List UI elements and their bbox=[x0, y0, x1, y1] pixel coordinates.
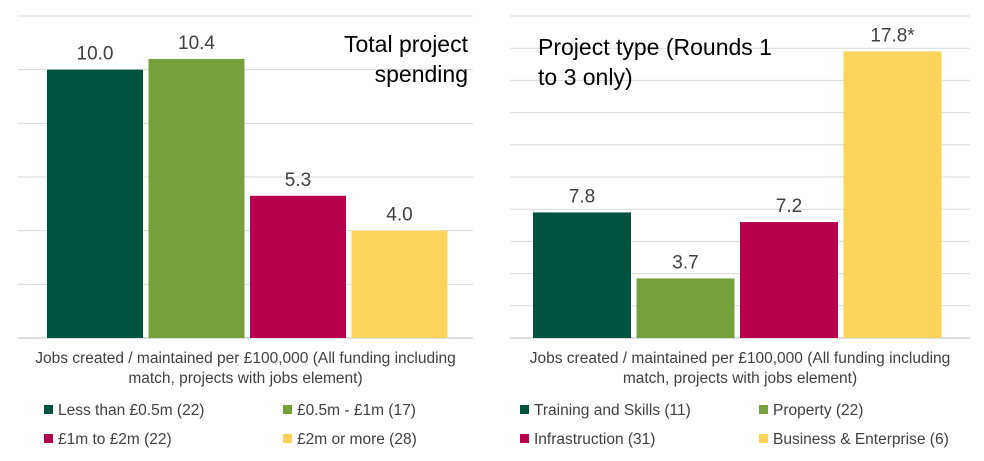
legend-swatch bbox=[44, 405, 53, 414]
bar bbox=[740, 222, 838, 338]
chart-panel-1: 10.0 10.4 5.3 4.0 Total project spending Jobs … bbox=[18, 15, 473, 448]
bar bbox=[148, 58, 245, 338]
legend-swatch bbox=[44, 434, 53, 443]
legend-entry: £0.5m - £1m (17) bbox=[297, 402, 416, 419]
chart-title: spending bbox=[375, 61, 468, 87]
chart-panel-2: 7.8 3.7 7.2 17.8* Project type (Rounds 1 to 3… bbox=[510, 15, 970, 448]
x-axis-label: match, projects with jobs element) bbox=[623, 370, 857, 387]
x-axis-label: Jobs created / maintained per £100,000 (… bbox=[530, 350, 951, 367]
bar bbox=[533, 212, 631, 338]
bar bbox=[636, 278, 735, 338]
legend-entry: Property (22) bbox=[773, 402, 863, 419]
data-label: 17.8* bbox=[870, 25, 915, 46]
data-label: 3.7 bbox=[672, 252, 698, 273]
legend-entry: £1m to £2m (22) bbox=[58, 431, 172, 448]
data-label: 4.0 bbox=[386, 205, 412, 226]
legend-swatch bbox=[520, 405, 529, 414]
chart-title: to 3 only) bbox=[538, 64, 633, 90]
legend-swatch bbox=[283, 405, 292, 414]
x-axis-label: match, projects with jobs element) bbox=[128, 370, 362, 387]
legend-swatch bbox=[283, 434, 292, 443]
legend-swatch bbox=[759, 405, 768, 414]
bar bbox=[47, 69, 143, 339]
data-label: 5.3 bbox=[285, 170, 311, 191]
bar bbox=[250, 195, 346, 338]
bar bbox=[351, 230, 448, 338]
chart-title: Project type (Rounds 1 bbox=[538, 34, 772, 60]
legend-entry: Infrastruction (31) bbox=[534, 431, 655, 448]
legend-swatch bbox=[520, 434, 529, 443]
data-label: 7.8 bbox=[569, 186, 595, 207]
data-label: 7.2 bbox=[776, 196, 802, 217]
legend-swatch bbox=[759, 434, 768, 443]
data-label: 10.4 bbox=[178, 33, 215, 54]
legend-entry: Training and Skills (11) bbox=[534, 402, 691, 419]
chart-title: Total project bbox=[344, 31, 469, 57]
legend-entry: £2m or more (28) bbox=[297, 431, 417, 448]
data-label: 10.0 bbox=[77, 44, 114, 65]
legend-entry: Less than £0.5m (22) bbox=[58, 402, 204, 419]
legend-entry: Business & Enterprise (6) bbox=[773, 431, 949, 448]
x-axis-label: Jobs created / maintained per £100,000 (… bbox=[35, 350, 456, 367]
bar bbox=[843, 51, 942, 339]
